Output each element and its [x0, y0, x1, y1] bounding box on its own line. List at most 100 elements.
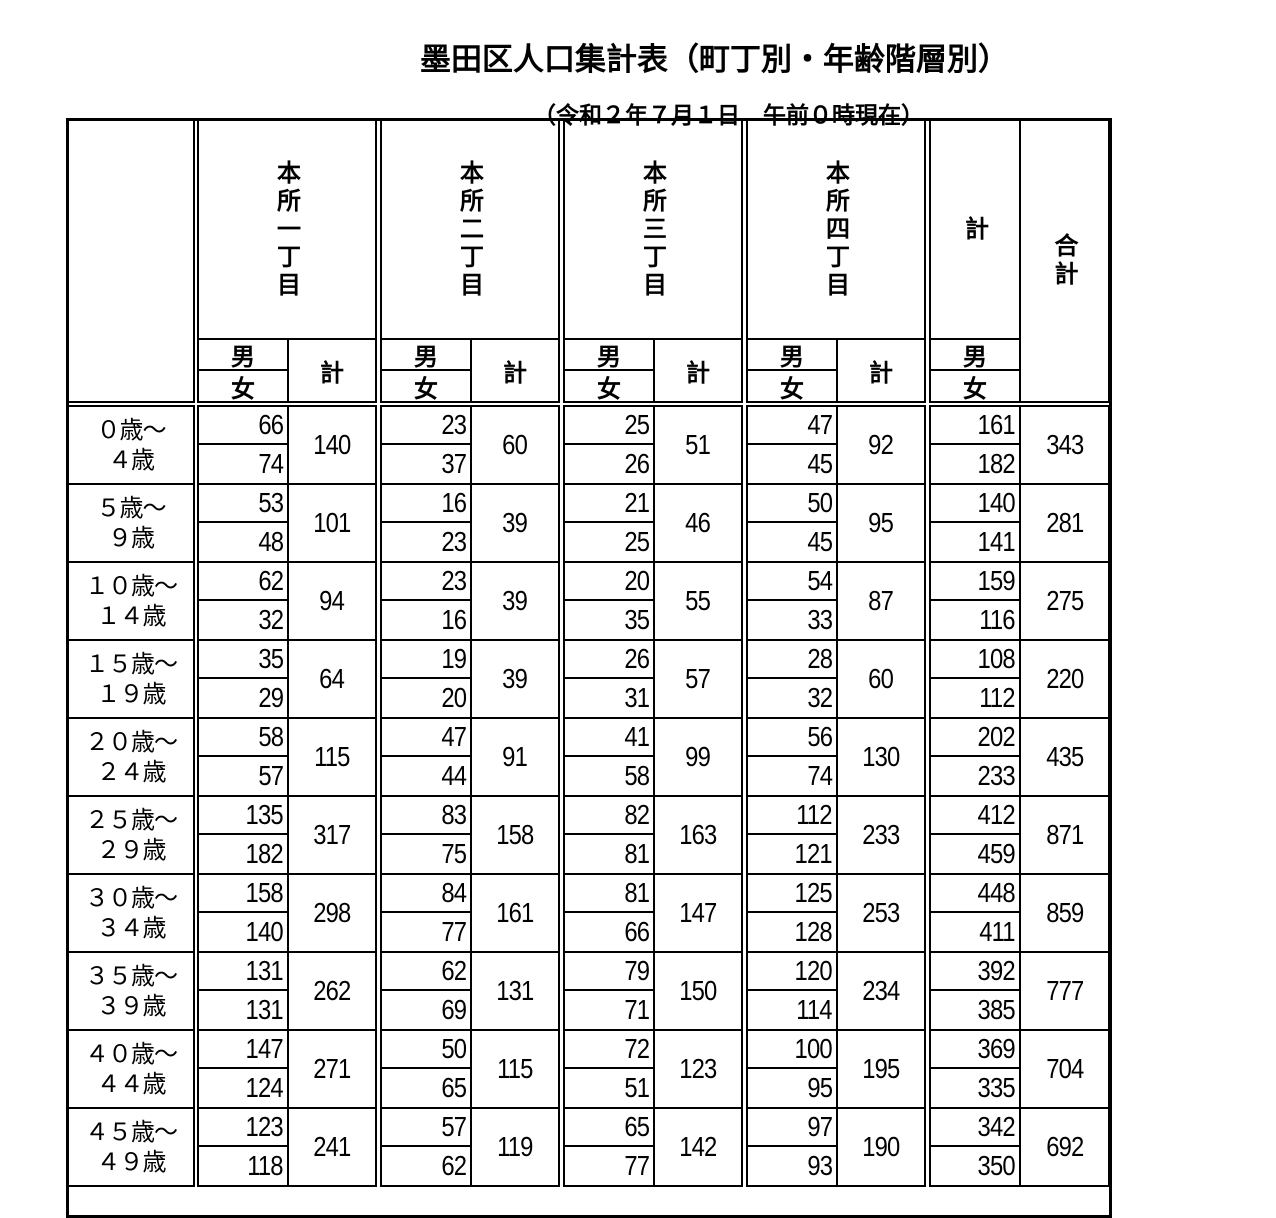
district-total: 55 — [653, 561, 743, 641]
district-total-text: 262 — [313, 975, 351, 1006]
male-count: 79 — [563, 951, 655, 991]
district-total: 158 — [470, 795, 560, 875]
district-total-text: 161 — [496, 897, 534, 928]
age-range-cell: ３０歳～ ３４歳 — [67, 873, 195, 953]
sum-male-count: 108 — [929, 639, 1021, 679]
district-total-text: 140 — [313, 429, 351, 460]
sum-male-count-text: 140 — [977, 487, 1016, 518]
male-count-text: 158 — [245, 877, 284, 908]
age-range-cell: ４０歳～ ４４歳 — [67, 1029, 195, 1109]
district-total: 234 — [836, 951, 926, 1031]
district-total: 94 — [287, 561, 377, 641]
age-label: ０歳～ — [96, 416, 167, 444]
grand-total-text: 704 — [1045, 1053, 1084, 1084]
district-total-text: 130 — [862, 741, 900, 772]
sum-male-count: 392 — [929, 951, 1021, 991]
district-total: 253 — [836, 873, 926, 953]
female-count-text: 16 — [441, 604, 467, 635]
male-count-text: 62 — [441, 955, 467, 986]
total-header-text: 計 — [503, 359, 527, 387]
male-count: 81 — [563, 873, 655, 913]
age-label: １４歳 — [96, 602, 167, 630]
male-count: 20 — [563, 561, 655, 601]
female-count: 131 — [197, 989, 289, 1031]
female-count: 25 — [563, 521, 655, 563]
male-count-text: 81 — [624, 877, 650, 908]
sum-male-count: 159 — [929, 561, 1021, 601]
female-count-text: 20 — [441, 682, 467, 713]
grand-total-text: 281 — [1045, 507, 1084, 538]
district-total-text: 271 — [313, 1053, 351, 1084]
district-total-text: 317 — [313, 819, 351, 850]
age-label: ４歳 — [108, 446, 155, 474]
district-total: 233 — [836, 795, 926, 875]
male-count: 83 — [380, 795, 472, 835]
district-total: 195 — [836, 1029, 926, 1109]
district-total: 60 — [836, 639, 926, 719]
district-total: 87 — [836, 561, 926, 641]
male-count-text: 57 — [441, 1111, 467, 1142]
district-total: 99 — [653, 717, 743, 797]
female-count-text: 114 — [796, 994, 833, 1025]
district-total-text: 131 — [496, 975, 534, 1006]
female-count: 128 — [746, 911, 838, 953]
district-total-text: 163 — [679, 819, 717, 850]
district-total: 39 — [470, 561, 560, 641]
grand-total-text: 777 — [1045, 975, 1084, 1006]
district-total-text: 147 — [679, 897, 717, 928]
male-count-text: 79 — [624, 955, 650, 986]
grand-total-text: 275 — [1045, 585, 1084, 616]
male-header: 男 — [380, 338, 472, 371]
age-range-cell: ５歳～ ９歳 — [67, 483, 195, 563]
sum-female-count: 411 — [929, 911, 1021, 953]
male-count: 53 — [197, 483, 289, 523]
district-total: 119 — [470, 1107, 560, 1187]
district-total: 39 — [470, 639, 560, 719]
grand-total-text: 859 — [1045, 897, 1084, 928]
grand-total: 343 — [1019, 405, 1110, 485]
female-header: 女 — [746, 369, 838, 403]
sum-male-count: 369 — [929, 1029, 1021, 1069]
male-count-text: 100 — [794, 1033, 833, 1064]
age-label: ４４歳 — [96, 1070, 167, 1098]
male-count: 100 — [746, 1029, 838, 1069]
female-count-text: 121 — [794, 838, 833, 869]
sum-male-count: 140 — [929, 483, 1021, 523]
male-count: 57 — [380, 1107, 472, 1147]
district-total-text: 101 — [313, 507, 351, 538]
district-header-2-text: 本所二丁目 — [455, 159, 484, 300]
grand-total: 435 — [1019, 717, 1110, 797]
female-count: 74 — [746, 755, 838, 797]
female-count-text: 77 — [441, 916, 467, 947]
age-range-cell: ４５歳～ ４９歳 — [67, 1107, 195, 1187]
date-subtitle: （令和２年７月１日 午前０時現在） — [533, 103, 924, 129]
female-count: 95 — [746, 1067, 838, 1109]
male-count: 41 — [563, 717, 655, 757]
district-total: 60 — [470, 405, 560, 485]
male-count: 35 — [197, 639, 289, 679]
sum-female-count-text: 459 — [977, 838, 1016, 869]
district-total: 115 — [470, 1029, 560, 1109]
sum-header: 計 — [929, 119, 1021, 340]
male-count-text: 50 — [807, 487, 833, 518]
male-count-text: 97 — [807, 1111, 833, 1142]
male-count-text: 23 — [441, 409, 467, 440]
sum-female-count: 116 — [929, 599, 1021, 641]
district-total-text: 150 — [679, 975, 717, 1006]
male-count: 125 — [746, 873, 838, 913]
district-total-text: 99 — [685, 741, 712, 772]
sum-female-count: 182 — [929, 443, 1021, 485]
male-count: 120 — [746, 951, 838, 991]
total-header: 計 — [287, 338, 377, 403]
male-count-text: 62 — [258, 565, 284, 596]
district-total: 298 — [287, 873, 377, 953]
male-count: 19 — [380, 639, 472, 679]
male-count: 135 — [197, 795, 289, 835]
district-total-text: 115 — [314, 741, 350, 772]
male-count-text: 112 — [796, 799, 833, 830]
male-count-text: 72 — [624, 1033, 650, 1064]
female-count-text: 58 — [624, 760, 650, 791]
total-header: 計 — [653, 338, 743, 403]
sum-female-count: 335 — [929, 1067, 1021, 1109]
female-count-text: 182 — [245, 838, 284, 869]
